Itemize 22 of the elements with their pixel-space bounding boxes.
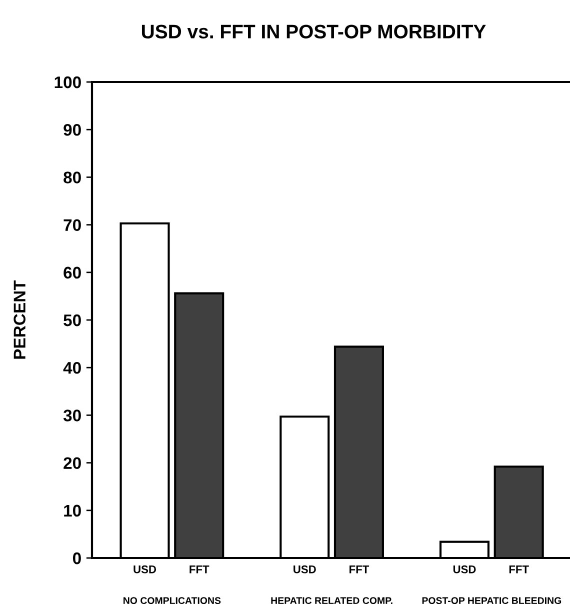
y-tick-label: 10 [64, 504, 81, 517]
y-tick-label: 0 [72, 552, 81, 564]
y-tick-label: 50 [64, 314, 81, 326]
y-axis-title: PERCENT [14, 280, 26, 359]
x-tick-label: HEPATIC RELATED COMP. [271, 597, 392, 604]
series-label: FFT [190, 566, 210, 574]
series-label: USD [134, 565, 156, 574]
y-tick-label: 40 [63, 362, 81, 374]
text: USD [294, 565, 316, 574]
chart-title: USD vs. FFT IN POST-OP MORBIDITY [142, 24, 486, 38]
y-tick-label: 30 [63, 410, 81, 422]
y-tick-label: 80 [64, 172, 81, 184]
text: USD [453, 565, 476, 574]
y-tick-label: 90 [64, 124, 81, 136]
y-tick-label: 70 [64, 219, 81, 232]
text: FFT [509, 566, 529, 574]
y-tick-label: 60 [64, 266, 81, 279]
y-tick-label: 20 [64, 457, 81, 470]
x-tick-label: POST-OP HEPATIC BLEEDING [422, 597, 562, 604]
text: FFT [350, 566, 370, 574]
y-tick-label: 100 [54, 76, 81, 88]
x-tick-label: NO COMPLICATIONS [124, 597, 221, 604]
